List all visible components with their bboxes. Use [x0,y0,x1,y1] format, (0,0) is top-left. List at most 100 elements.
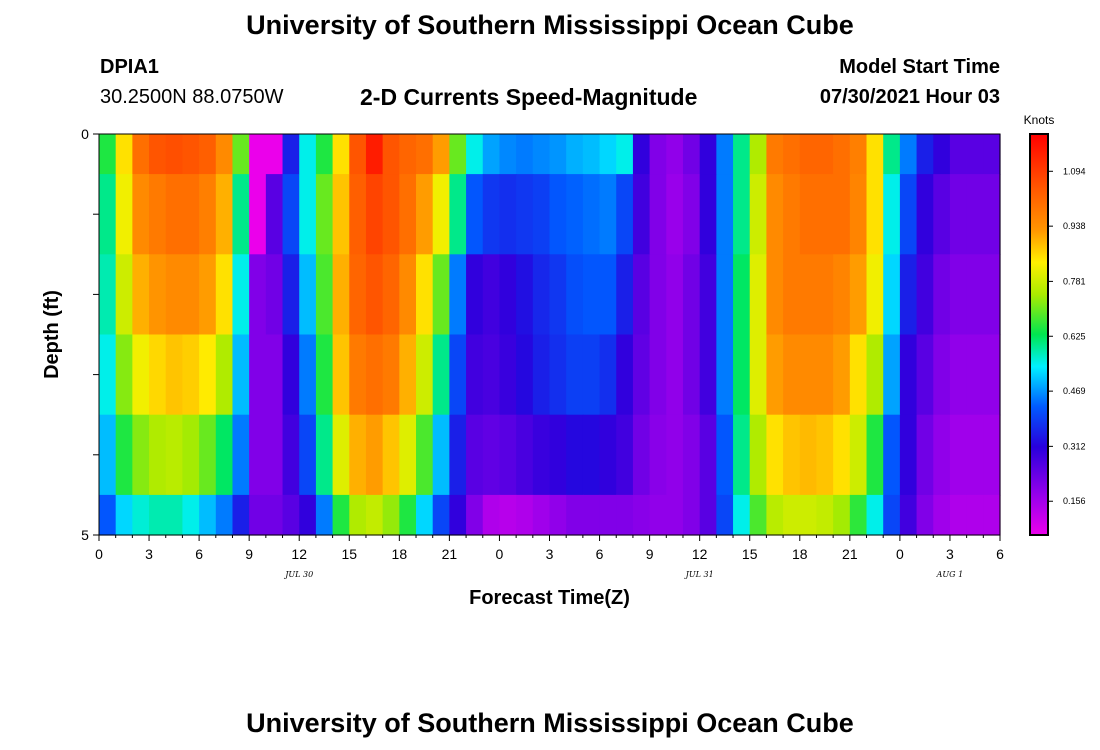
heatmap-cell [399,495,416,536]
heatmap-cell [933,335,950,416]
heatmap-cell [166,134,183,175]
heatmap-cell [249,335,266,416]
heatmap-cell [316,335,333,416]
heatmap-cell [566,254,583,335]
heatmap-cell [733,174,750,255]
heatmap-cell [249,174,266,255]
heatmap-cell [950,174,967,255]
heatmap-cell [566,335,583,416]
heatmap-cell [116,174,133,255]
heatmap-cell [616,134,633,175]
heatmap-cell [833,335,850,416]
heatmap-cell [867,495,884,536]
heatmap-cell [750,335,767,416]
heatmap-cell [266,254,283,335]
heatmap-cell [433,134,450,175]
x-tick-label: 21 [442,546,458,562]
heatmap-cell [116,254,133,335]
heatmap-cell [900,134,917,175]
heatmap-cell [416,174,433,255]
heatmap-cell [700,415,717,496]
heatmap-cell [349,254,366,335]
heatmap-cell [333,134,350,175]
heatmap-cell [633,415,650,496]
heatmap-cell [900,495,917,536]
heatmap-cell [850,254,867,335]
heatmap-cell [550,415,567,496]
heatmap-cell [483,134,500,175]
heatmap-cell [983,134,1000,175]
heatmap-cell [883,134,900,175]
heatmap-cell [883,335,900,416]
heatmap-cell [800,134,817,175]
heatmap-cell [933,495,950,536]
heatmap-cell [533,415,550,496]
heatmap-cell [883,495,900,536]
heatmap-cell [182,254,199,335]
heatmap-cell [733,254,750,335]
heatmap-cell [199,174,216,255]
colorbar-tick-label: 0.781 [1063,276,1086,286]
heatmap-cell [316,134,333,175]
heatmap-cell [516,415,533,496]
heatmap-cell [700,134,717,175]
heatmap-cell [466,335,483,416]
heatmap-cell [883,254,900,335]
heatmap-cell [733,335,750,416]
x-tick-label: 18 [792,546,808,562]
heatmap-cell [232,134,249,175]
heatmap-cell [816,415,833,496]
heatmap-cell [399,174,416,255]
heatmap-cell [299,134,316,175]
y-axis-title: Depth (ft) [41,290,63,379]
heatmap-cell [499,254,516,335]
heatmap-cell [316,415,333,496]
heatmap-cell [683,335,700,416]
heatmap-cell [483,415,500,496]
heatmap-cell [533,254,550,335]
heatmap-cell [583,335,600,416]
heatmap-cell [550,254,567,335]
heatmap-cell [116,415,133,496]
heatmap-cell [283,134,300,175]
heatmap-cell [333,254,350,335]
heatmap-cell [516,335,533,416]
date-label: AUG 1 [936,570,964,579]
heatmap-cell [983,495,1000,536]
heatmap-cell [833,495,850,536]
heatmap-cell [750,174,767,255]
heatmap-cell [149,174,166,255]
heatmap-cell [499,415,516,496]
heatmap-cell [216,254,233,335]
heatmap-cell [283,495,300,536]
x-tick-label: 21 [842,546,858,562]
heatmap-cell [950,254,967,335]
heatmap-cell [666,335,683,416]
heatmap-cell [750,134,767,175]
heatmap-cell [733,134,750,175]
heatmap-cell [333,415,350,496]
heatmap-cell [433,254,450,335]
y-tick-label: 0 [81,126,89,142]
heatmap-cell [416,335,433,416]
heatmap-cell [716,174,733,255]
heatmap-cell [99,254,116,335]
heatmap-cell [433,495,450,536]
heatmap-cell [199,134,216,175]
heatmap-cell [399,134,416,175]
heatmap-cell [650,415,667,496]
heatmap-cell [349,335,366,416]
heatmap-cell [900,254,917,335]
heatmap-cell [750,254,767,335]
heatmap-cell [633,134,650,175]
heatmap-cell [867,415,884,496]
heatmap-cell [99,495,116,536]
heatmap-cell [683,174,700,255]
heatmap-cell [99,134,116,175]
heatmap-cell [967,254,984,335]
heatmap-cell [683,254,700,335]
heatmap-cell [149,134,166,175]
heatmap-cell [867,254,884,335]
colorbar-tick-label: 0.469 [1063,386,1086,396]
heatmap-cell [149,335,166,416]
